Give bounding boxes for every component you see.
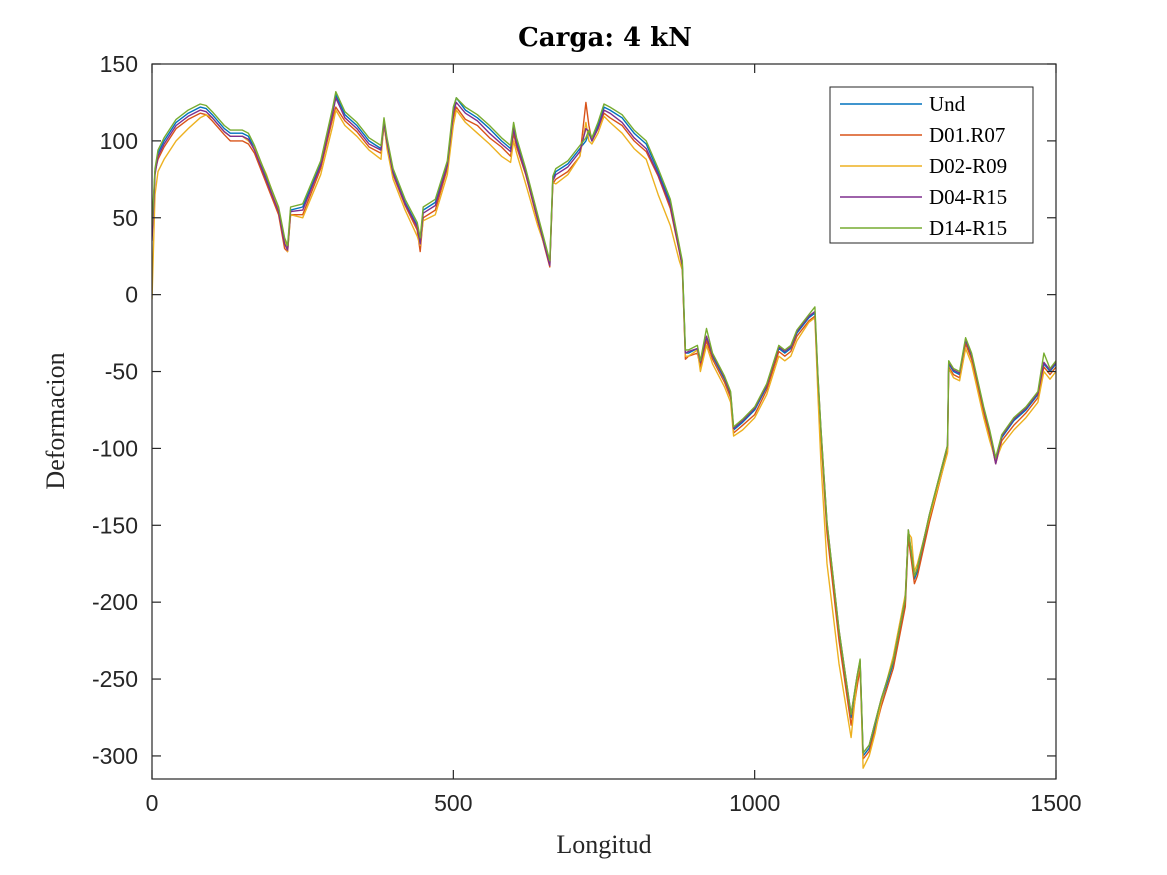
series-line-d01-r07 bbox=[152, 101, 1056, 760]
legend-label: Und bbox=[929, 92, 966, 116]
series-line-d14-r15 bbox=[152, 90, 1056, 754]
series-line-d02-r09 bbox=[152, 109, 1056, 769]
y-tick-label: -100 bbox=[92, 435, 138, 461]
y-tick-label: 50 bbox=[112, 205, 138, 231]
x-tick-label: 500 bbox=[434, 790, 472, 816]
y-tick-label: -300 bbox=[92, 743, 138, 769]
x-tick-label: 1500 bbox=[1030, 790, 1081, 816]
y-tick-label: -150 bbox=[92, 512, 138, 538]
y-tick-label: -50 bbox=[105, 359, 138, 385]
legend-box bbox=[829, 86, 1034, 244]
y-tick-label: 150 bbox=[100, 51, 138, 77]
x-tick-label: 1000 bbox=[729, 790, 780, 816]
legend-label: D04-R15 bbox=[929, 185, 1007, 209]
y-tick-label: 100 bbox=[100, 128, 138, 154]
x-axis-label: Longitud bbox=[556, 830, 651, 859]
y-tick-label: -250 bbox=[92, 666, 138, 692]
legend-label: D02-R09 bbox=[929, 154, 1007, 178]
legend-label: D01.R07 bbox=[929, 123, 1005, 147]
series-layer bbox=[152, 90, 1056, 769]
chart-title: Carga: 4 kN bbox=[518, 23, 692, 53]
plot-frame bbox=[151, 63, 1057, 780]
legend: Und D01.R07 D02-R09 D04-R15 D14-R15 bbox=[829, 86, 1034, 244]
y-tick-label: 0 bbox=[125, 282, 138, 308]
legend-label: D14-R15 bbox=[929, 216, 1007, 240]
y-axis-label: Deformacion bbox=[41, 352, 70, 489]
y-tick-label: -200 bbox=[92, 589, 138, 615]
x-tick-label: 0 bbox=[146, 790, 159, 816]
ticks-layer: 0 500 1000 1500150100500-50-100-150-200-250… bbox=[92, 51, 1082, 816]
